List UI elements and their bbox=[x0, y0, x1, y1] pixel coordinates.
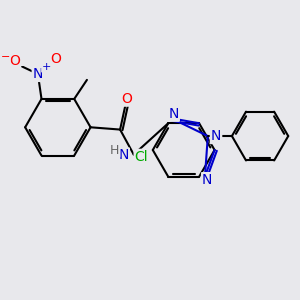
Text: N: N bbox=[211, 129, 221, 143]
Text: +: + bbox=[41, 62, 51, 72]
Text: N: N bbox=[33, 67, 43, 81]
Text: N: N bbox=[169, 107, 179, 121]
Text: H: H bbox=[110, 143, 119, 157]
Text: N: N bbox=[202, 173, 212, 187]
Text: O: O bbox=[9, 54, 20, 68]
Text: O: O bbox=[121, 92, 132, 106]
Text: N: N bbox=[118, 148, 129, 163]
Text: Cl: Cl bbox=[135, 150, 148, 164]
Text: −: − bbox=[1, 52, 10, 62]
Text: O: O bbox=[51, 52, 62, 66]
